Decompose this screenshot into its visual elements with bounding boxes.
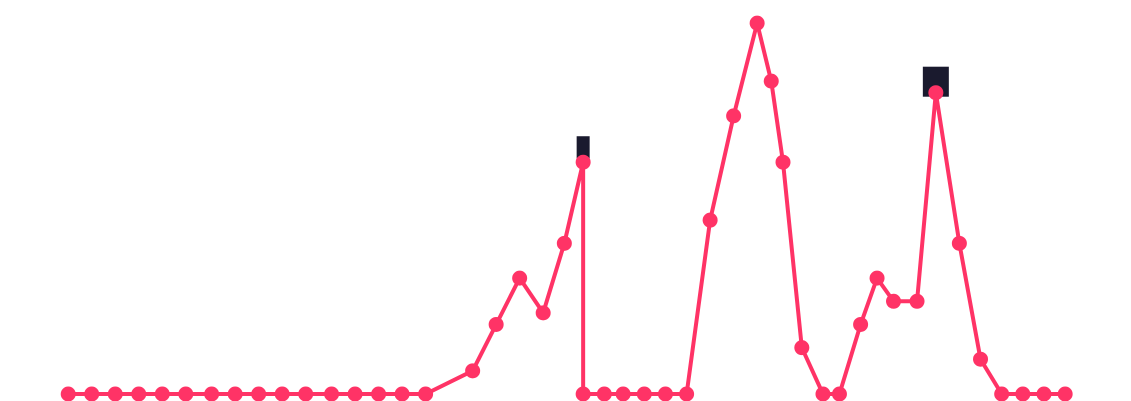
data-point [749, 15, 765, 31]
data-point [512, 270, 528, 286]
data-point [274, 386, 290, 401]
data-point [726, 108, 742, 124]
data-point [1015, 386, 1031, 401]
data-point [615, 386, 631, 401]
data-point [679, 386, 695, 401]
data-point [794, 340, 810, 356]
data-point [1036, 386, 1052, 401]
data-point [204, 386, 220, 401]
data-point [107, 386, 123, 401]
data-point [853, 316, 869, 332]
data-point [556, 235, 572, 251]
data-points-layer [60, 15, 1073, 401]
data-point [994, 386, 1010, 401]
data-point [886, 293, 902, 309]
data-point [657, 386, 673, 401]
data-point [324, 386, 340, 401]
data-point [178, 386, 194, 401]
series-line [66, 22, 1068, 396]
data-point [347, 386, 363, 401]
data-point [84, 386, 100, 401]
data-point [1057, 386, 1073, 401]
data-point [636, 386, 652, 401]
data-point [869, 270, 885, 286]
data-point [60, 386, 76, 401]
data-point [298, 386, 314, 401]
data-point [154, 386, 170, 401]
data-point [131, 386, 147, 401]
highlight-marker-layer [576, 66, 949, 163]
data-point [909, 293, 925, 309]
data-point [394, 386, 410, 401]
data-point [488, 316, 504, 332]
data-point [973, 351, 989, 367]
data-point [775, 154, 791, 170]
data-point [702, 212, 718, 228]
data-point [251, 386, 267, 401]
data-point [227, 386, 243, 401]
data-point [951, 235, 967, 251]
data-point [596, 386, 612, 401]
data-point [535, 305, 551, 321]
data-point [418, 386, 434, 401]
data-point [831, 386, 847, 401]
data-point [575, 154, 591, 170]
data-point [815, 386, 831, 401]
data-point [575, 386, 591, 401]
data-point [371, 386, 387, 401]
data-point [465, 363, 481, 379]
data-point [763, 73, 779, 89]
data-point [928, 85, 944, 101]
